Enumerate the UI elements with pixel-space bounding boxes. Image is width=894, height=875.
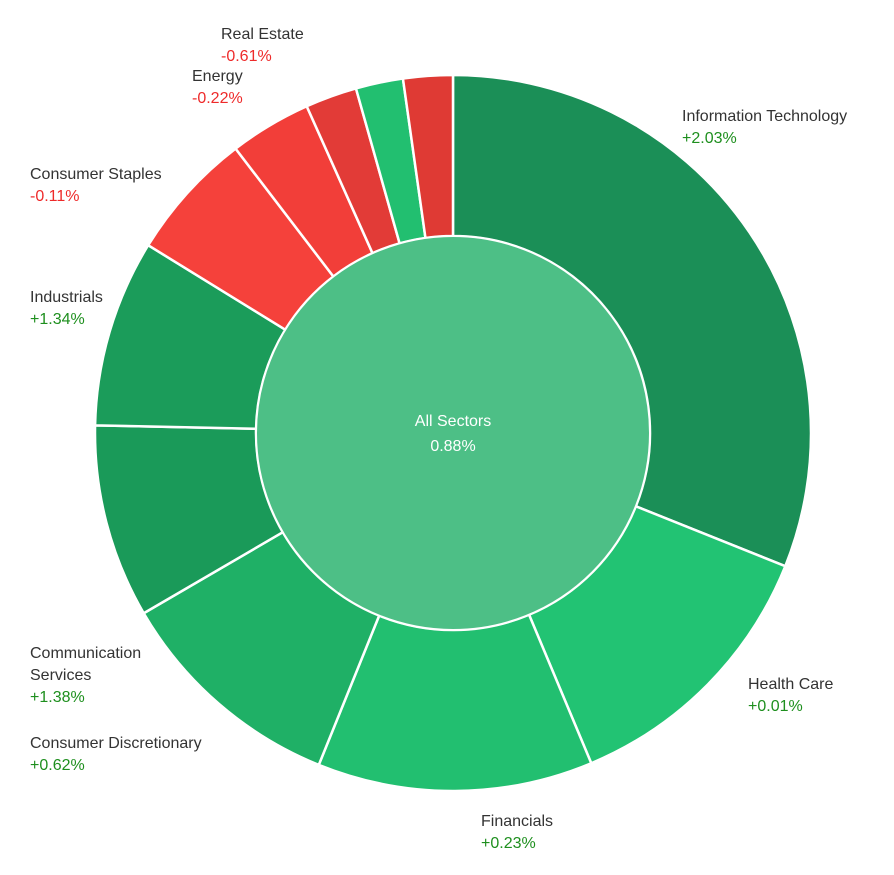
sector-change: +1.34%	[30, 311, 85, 328]
label-financials: Financials +0.23%	[481, 811, 553, 855]
center-label: All Sectors	[415, 413, 491, 430]
label-energy: Energy -0.22%	[192, 66, 243, 110]
sector-name: Energy	[192, 68, 243, 85]
label-communication-services: Communication Services +1.38%	[30, 643, 170, 709]
sector-name: Industrials	[30, 289, 103, 306]
sector-change: -0.61%	[221, 48, 272, 65]
sector-name: Real Estate	[221, 26, 304, 43]
sector-change: -0.22%	[192, 90, 243, 107]
sector-name: Financials	[481, 813, 554, 830]
sector-change: +0.62%	[30, 757, 85, 774]
sector-name: Information Technology	[682, 108, 848, 125]
sector-change: +1.38%	[30, 689, 85, 706]
label-information-technology: Information Technology +2.03%	[682, 106, 847, 150]
label-consumer-staples: Consumer Staples -0.11%	[30, 164, 162, 208]
label-consumer-discretionary: Consumer Discretionary +0.62%	[30, 733, 202, 777]
sector-change: +0.01%	[748, 698, 803, 715]
sector-name: Communication Services	[30, 645, 142, 684]
label-health-care: Health Care +0.01%	[748, 674, 833, 718]
sector-name: Consumer Staples	[30, 166, 162, 183]
label-real-estate: Real Estate -0.61%	[221, 24, 304, 68]
sector-segments	[93, 73, 813, 793]
sector-change: +2.03%	[682, 130, 737, 147]
sector-change: +0.23%	[481, 835, 536, 852]
label-industrials: Industrials +1.34%	[30, 287, 103, 331]
sector-name: Health Care	[748, 676, 834, 693]
center-change: 0.88%	[430, 438, 475, 455]
center-all-sectors[interactable]	[255, 235, 651, 631]
sector-change: -0.11%	[30, 188, 80, 205]
sector-name: Consumer Discretionary	[30, 735, 202, 752]
